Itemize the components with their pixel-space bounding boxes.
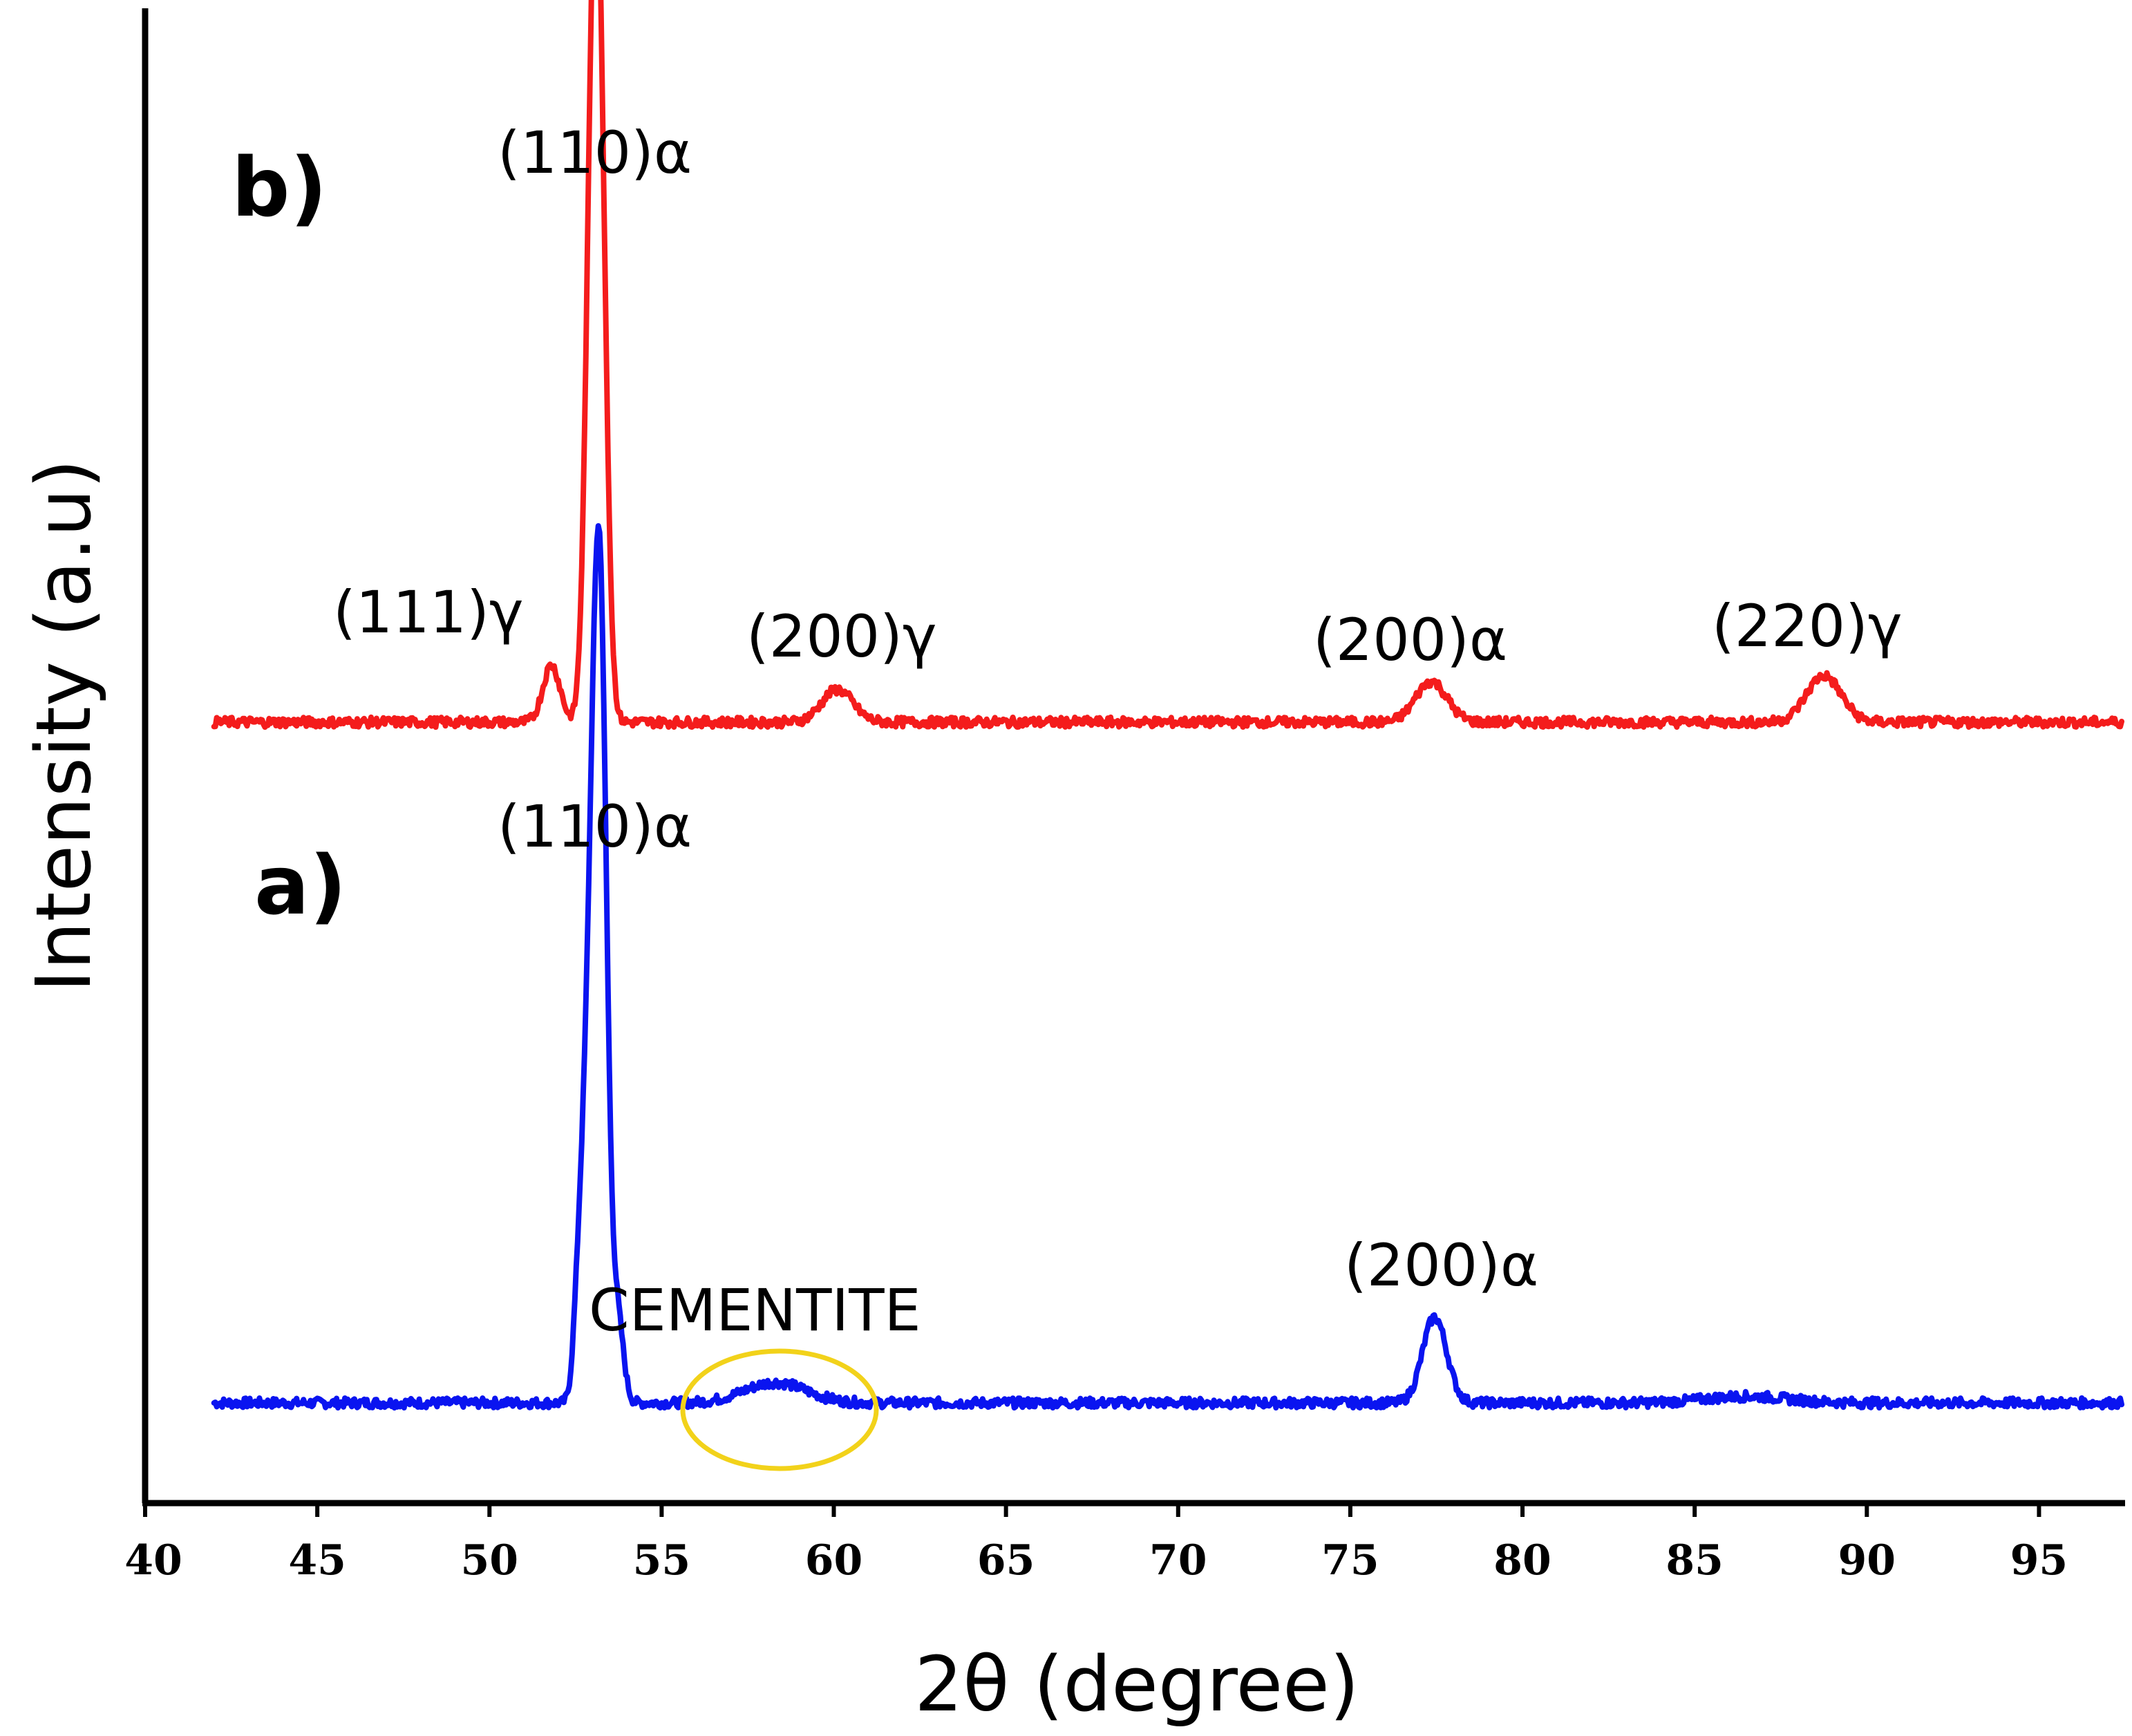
x-tick-label-50: 50 [461,1536,519,1585]
x-tick-label-90: 90 [1838,1536,1896,1585]
peak-label-b-200-alpha: (200)α [1313,606,1507,674]
y-axis-title: Intensity (a.u) [19,459,108,992]
series-line-a [211,523,2124,1411]
x-axis-title: 2θ (degree) [914,1640,1359,1728]
x-tick-label-55: 55 [633,1536,691,1585]
x-tick-label-80: 80 [1493,1536,1551,1585]
x-tick-label-70: 70 [1149,1536,1207,1585]
x-tick-label-85: 85 [1666,1536,1724,1585]
cementite-label: CEMENTITE [589,1276,921,1344]
peak-label-a-110-alpha: (110)α [498,793,692,860]
peak-label-b-111-gamma: (111)γ [333,578,524,646]
peak-label-b-110-alpha: (110)α [498,119,692,187]
x-tick-label-95: 95 [2010,1536,2068,1585]
peak-label-b-200-gamma: (200)γ [746,603,937,670]
peak-label-b-220-gamma: (220)γ [1712,592,1903,660]
x-tick-label-60: 60 [805,1536,863,1585]
x-axis-ticks: 40 45 50 55 60 65 70 75 80 85 90 95 [124,1503,2068,1585]
x-tick-label-45: 45 [288,1536,346,1585]
cementite-highlight-ellipse [680,1348,879,1471]
peak-label-a-200-alpha: (200)α [1344,1232,1538,1299]
x-tick-label-75: 75 [1321,1536,1379,1585]
x-tick-label-65: 65 [977,1536,1035,1585]
series-line-b [211,0,2124,730]
panel-label-b: b) [232,140,327,235]
series-layer [211,0,2124,1411]
x-tick-label-40: 40 [124,1536,182,1585]
panel-label-a: a) [254,838,347,933]
